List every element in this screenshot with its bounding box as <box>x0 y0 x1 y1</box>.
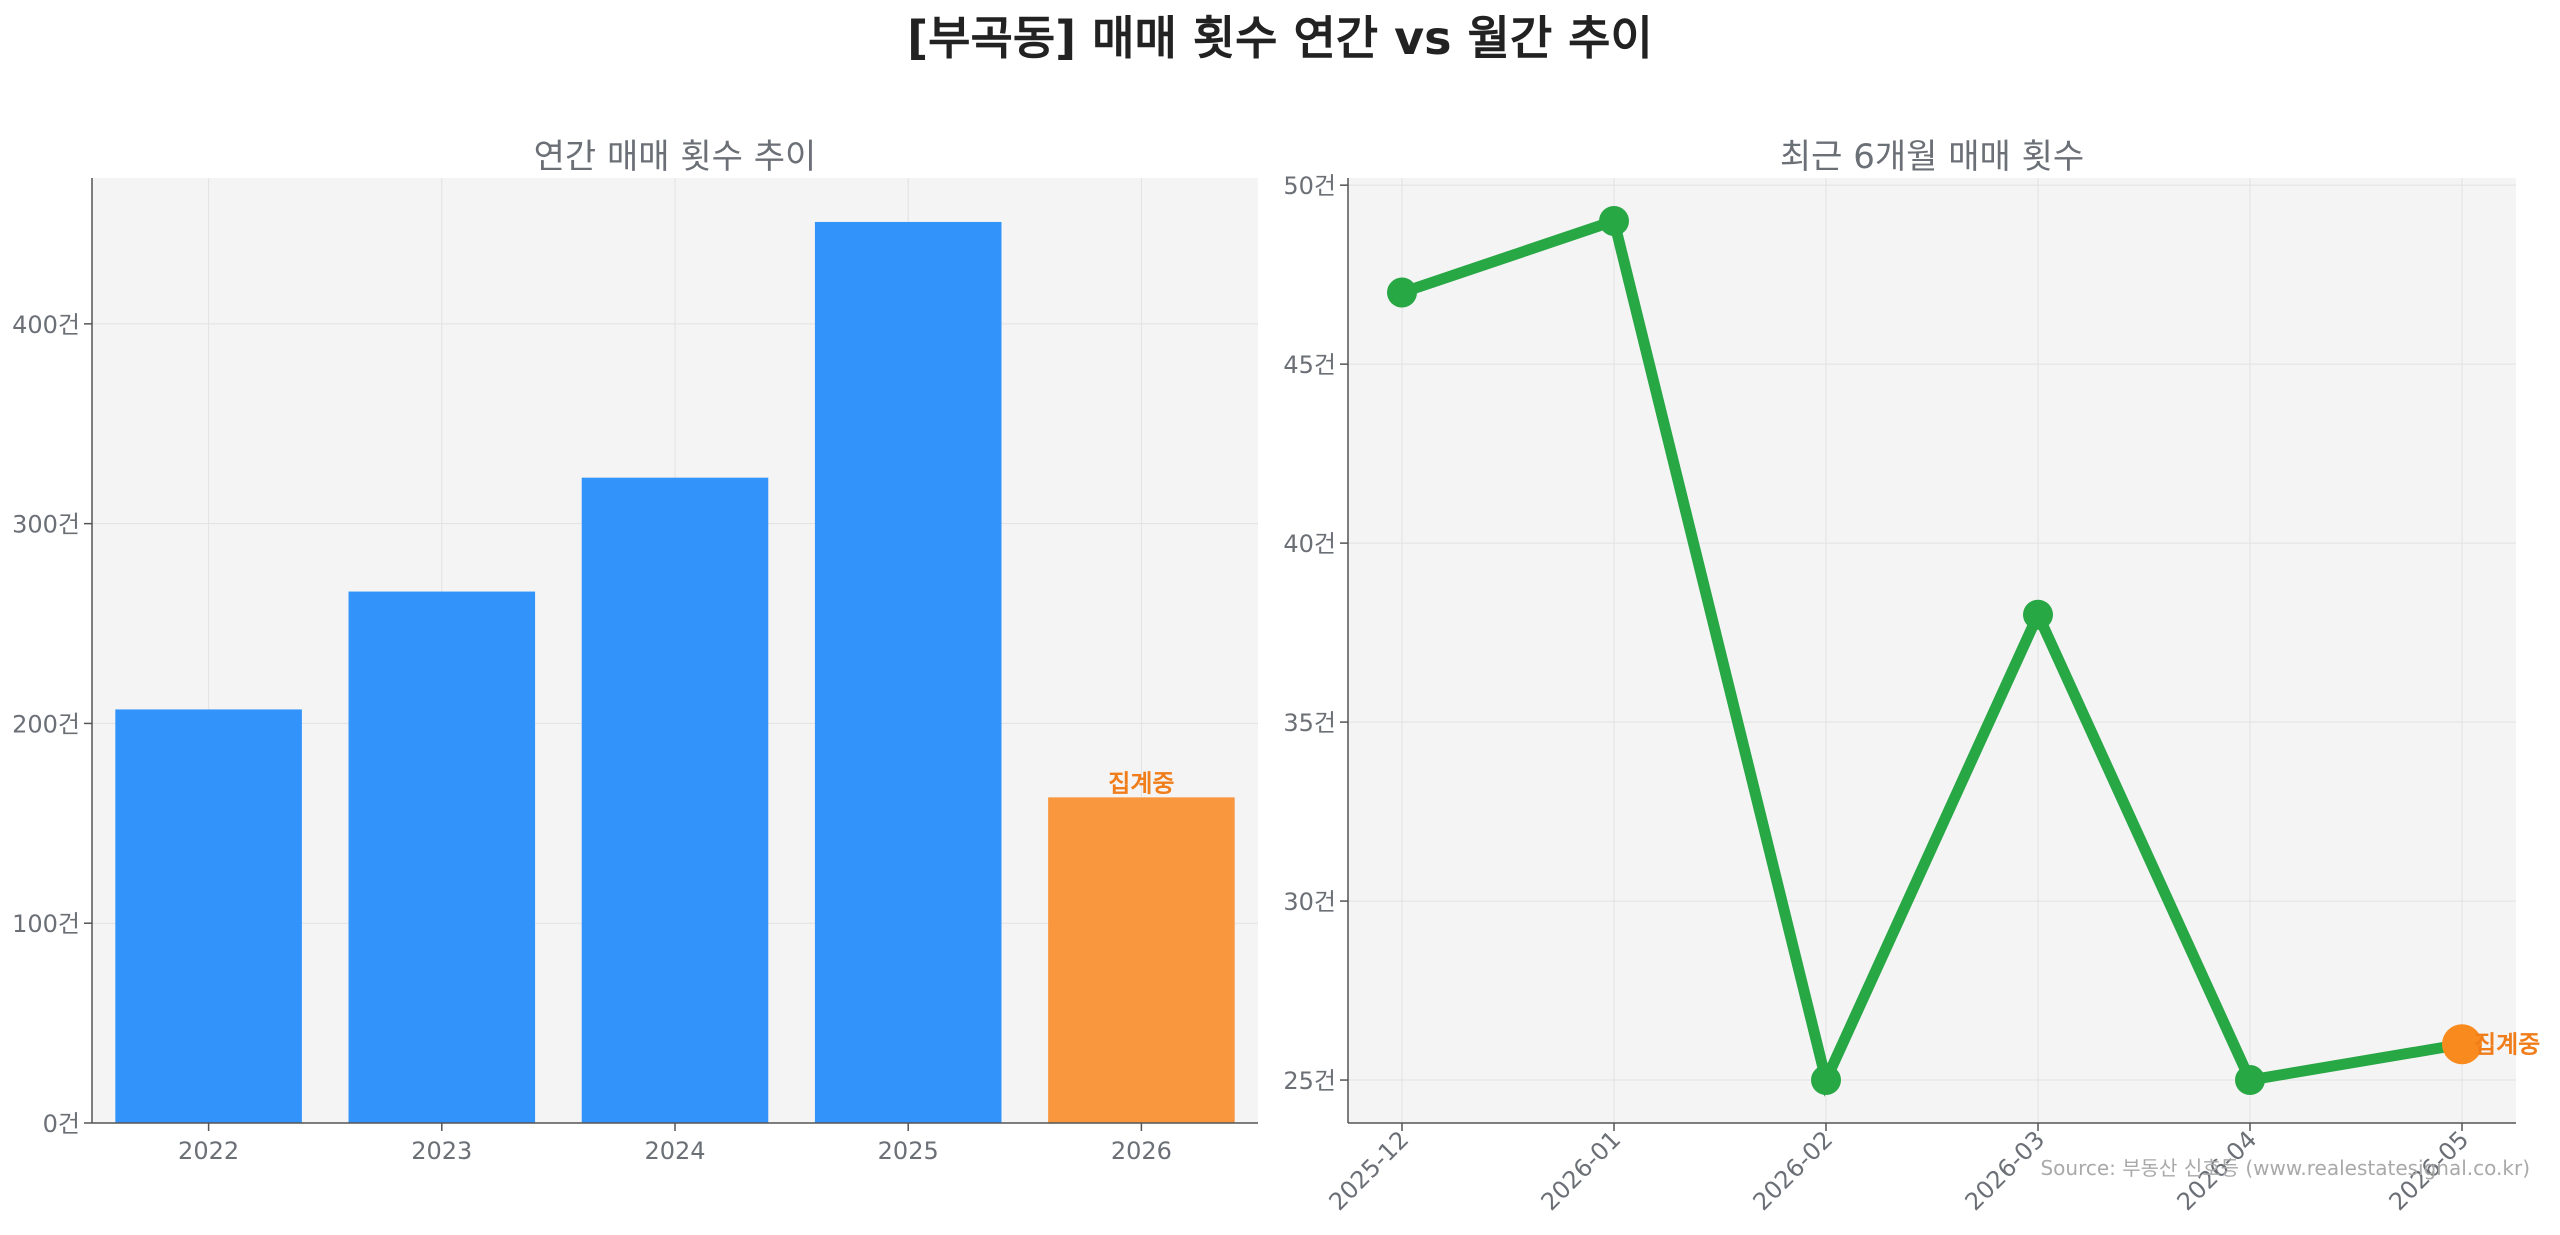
y-tick-label: 45건 <box>1283 351 1336 379</box>
x-tick-label: 2026-02 <box>1748 1125 1839 1216</box>
y-tick-label: 35건 <box>1283 709 1336 737</box>
data-point <box>2235 1065 2265 1096</box>
partial-data-label: 집계중 <box>2474 1030 2540 1058</box>
x-tick-label: 2022 <box>178 1137 239 1165</box>
y-tick-label: 50건 <box>1283 172 1336 200</box>
y-tick-label: 100건 <box>12 910 80 938</box>
chart-title: 최근 6개월 매매 횟수 <box>1780 137 2084 177</box>
y-tick-label: 200건 <box>12 710 80 738</box>
bar <box>348 591 536 1123</box>
y-tick-label: 40건 <box>1283 530 1336 558</box>
bar <box>115 709 302 1123</box>
y-tick-label: 30건 <box>1283 888 1336 916</box>
x-tick-label: 2026-01 <box>1536 1125 1627 1216</box>
y-tick-label: 0건 <box>43 1110 80 1138</box>
bar <box>814 221 1002 1123</box>
data-point-partial <box>2442 1024 2482 1065</box>
chart-title: 연간 매매 횟수 추이 <box>534 137 817 177</box>
bar-partial <box>1048 797 1235 1123</box>
y-tick-label: 300건 <box>12 511 80 539</box>
partial-data-label: 집계중 <box>1108 769 1174 797</box>
y-tick-label: 25건 <box>1283 1067 1336 1095</box>
x-tick-label: 2026 <box>1111 1137 1172 1165</box>
source-text: Source: 부동산 신호등 (www.realestatesignal.co… <box>2040 1156 2530 1180</box>
annual-bar-chart: 0건 100건 200건 300건 400건 2022 2023 2024 2025 2026 집계… <box>12 137 1258 1165</box>
main-title: [부곡동] 매매 횟수 연간 vs 월간 추이 <box>907 11 1653 65</box>
x-tick-label: 2026-03 <box>1960 1125 2051 1216</box>
x-tick-label: 2024 <box>644 1137 705 1165</box>
x-tick-label: 2023 <box>411 1137 472 1165</box>
plot-area <box>1348 178 2516 1123</box>
x-tick-label: 2025 <box>878 1137 939 1165</box>
y-tick-label: 400건 <box>12 311 80 339</box>
data-point <box>1387 277 1417 308</box>
bar <box>581 477 769 1123</box>
data-point <box>1599 205 1629 236</box>
x-tick-label: 2025-12 <box>1324 1125 1415 1216</box>
data-point <box>1811 1065 1841 1096</box>
series-line <box>1400 213 2463 1097</box>
data-point <box>2023 599 2053 630</box>
